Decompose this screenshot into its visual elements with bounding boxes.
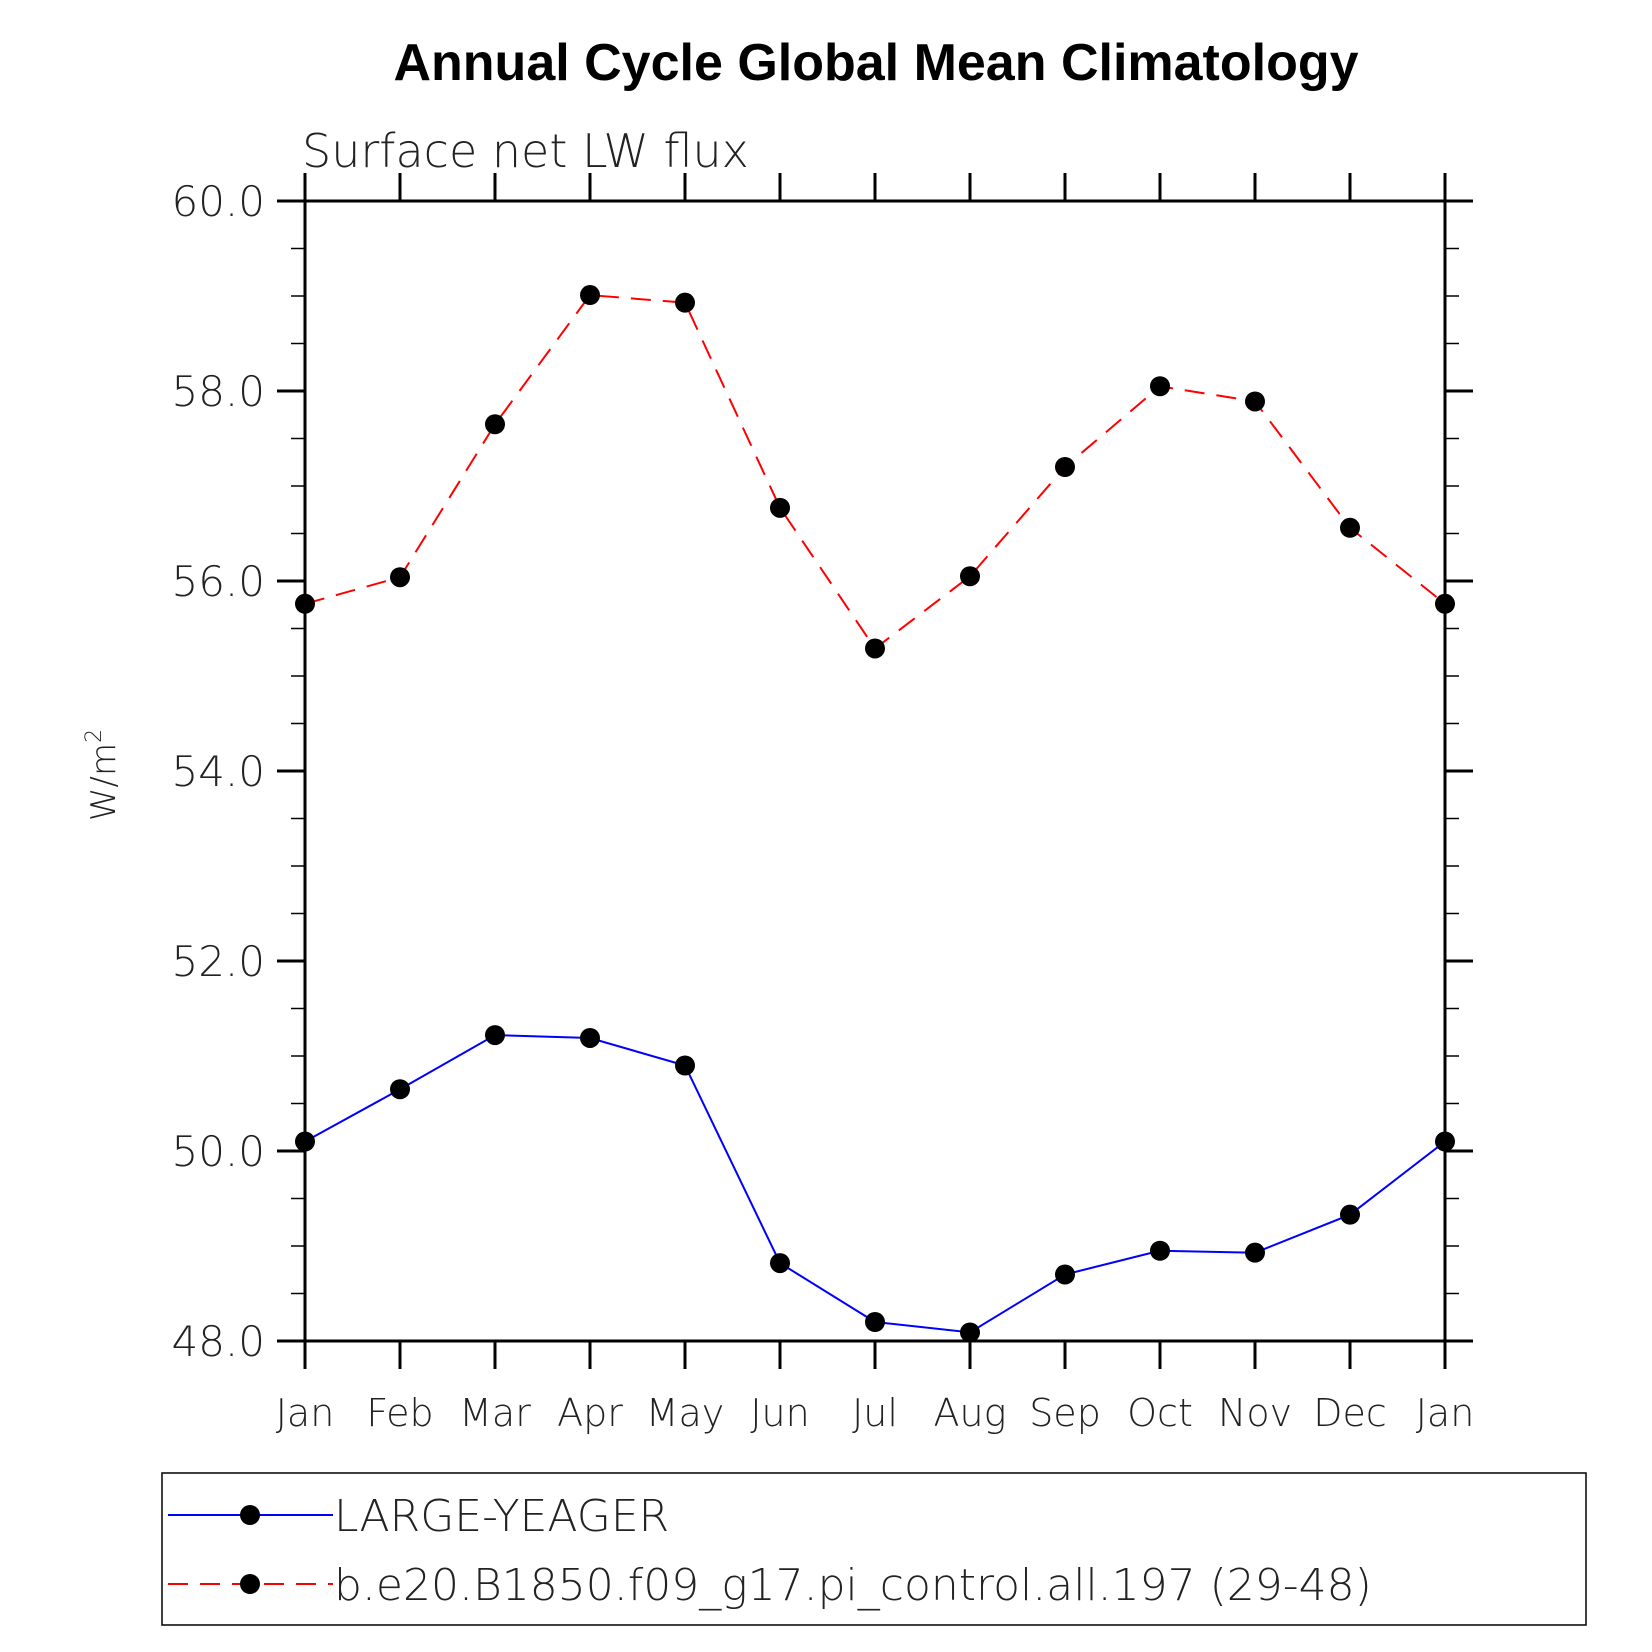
axis-ticks <box>277 173 1473 1369</box>
series-1-point <box>390 1079 410 1100</box>
x-tick-label: Jul <box>852 1391 898 1435</box>
y-axis-label-text: W/m <box>84 743 124 821</box>
series-1-point <box>485 1025 505 1046</box>
legend-label-series-1: LARGE-YEAGER <box>334 1491 669 1542</box>
chart-subtitle: Surface net LW flux <box>302 124 749 178</box>
x-tick-label: Dec <box>1313 1391 1387 1435</box>
x-tick-label: Nov <box>1218 1391 1292 1435</box>
series-2-point <box>1340 517 1360 538</box>
y-tick-label: 50.0 <box>171 1127 265 1176</box>
x-tick-label: Jun <box>750 1391 809 1435</box>
x-tick-label: Sep <box>1029 1391 1101 1435</box>
series-line-2 <box>304 294 1446 650</box>
y-tick-label: 58.0 <box>171 367 265 416</box>
series-2-point <box>390 567 410 588</box>
y-tick-label: 60.0 <box>171 177 265 226</box>
legend: LARGE-YEAGER b.e20.B1850.f09_g17.pi_cont… <box>161 1472 1587 1626</box>
series-2-point <box>1055 457 1075 477</box>
series-2-point <box>960 566 980 587</box>
legend-item-series-1: LARGE-YEAGER <box>168 1491 669 1542</box>
series-2-point <box>675 292 695 313</box>
series-2-point <box>1245 391 1265 412</box>
series-1-point <box>770 1253 790 1274</box>
svg-text:W/m2: W/m2 <box>82 729 124 821</box>
series-1-point <box>1340 1204 1360 1225</box>
plot-frame <box>303 199 1447 1343</box>
y-tick-label: 56.0 <box>171 557 265 606</box>
series-2-point <box>1150 376 1170 397</box>
series-1-point <box>1150 1240 1170 1261</box>
series-2-point <box>485 414 505 435</box>
y-axis-label-superscript: 2 <box>82 729 107 743</box>
legend-swatch-marker-1 <box>240 1505 260 1525</box>
series-2-point <box>295 593 315 614</box>
series-1-point <box>960 1322 980 1343</box>
series-line-1 <box>304 1034 1446 1334</box>
series-2-point <box>865 638 885 659</box>
y-tick-label: 54.0 <box>171 747 265 796</box>
series-1-point <box>1245 1242 1265 1263</box>
x-tick-label: Oct <box>1127 1391 1193 1435</box>
series-1-point <box>580 1027 600 1048</box>
y-tick-labels: 48.0 50.0 52.0 54.0 56.0 58.0 60.0 <box>171 177 265 1366</box>
x-tick-label: Jan <box>1416 1391 1475 1435</box>
legend-swatch-marker-2 <box>240 1574 260 1594</box>
legend-label-series-2: b.e20.B1850.f09_g17.pi_control.all.197 (… <box>334 1560 1372 1611</box>
series-2-point <box>1435 593 1455 614</box>
legend-item-series-2: b.e20.B1850.f09_g17.pi_control.all.197 (… <box>168 1560 1372 1611</box>
series-2-point <box>770 497 790 518</box>
x-tick-label: Feb <box>366 1391 433 1435</box>
x-tick-labels: Jan Feb Mar Apr May Jun Jul Aug Sep Oct Nov Dec Jan <box>276 1391 1475 1435</box>
series-2-point <box>580 285 600 306</box>
y-tick-label: 52.0 <box>171 937 265 986</box>
series-1-point <box>865 1312 885 1332</box>
x-tick-label: Aug <box>934 1391 1007 1435</box>
series-layer <box>295 285 1455 1343</box>
legend-box <box>161 1472 1587 1626</box>
series-1-point <box>295 1131 315 1152</box>
x-tick-label: Jan <box>276 1391 335 1435</box>
x-tick-label: Mar <box>459 1391 531 1435</box>
series-1-point <box>1435 1131 1455 1152</box>
y-tick-label: 48.0 <box>171 1317 265 1366</box>
y-axis-label: W/m2 <box>82 729 124 821</box>
chart-title: Annual Cycle Global Mean Climatology <box>393 34 1358 92</box>
x-tick-label: May <box>646 1391 725 1435</box>
series-1-point <box>1055 1264 1075 1285</box>
series-1-point <box>675 1055 695 1076</box>
x-tick-label: Apr <box>557 1391 623 1435</box>
